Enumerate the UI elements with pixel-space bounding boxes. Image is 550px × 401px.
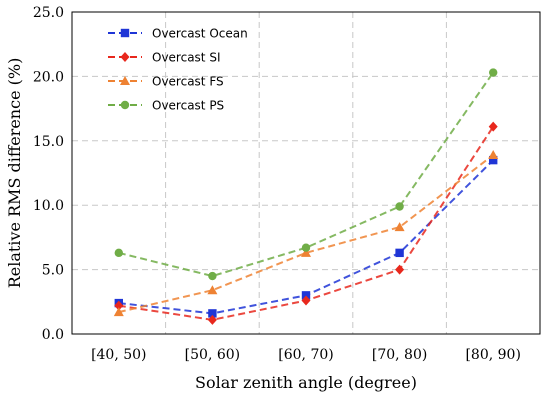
series-layer <box>113 68 499 325</box>
y-tick-label: 10.0 <box>33 198 64 214</box>
grid-lines <box>72 12 540 334</box>
legend-label: Overcast PS <box>152 99 224 113</box>
y-axis-tick-labels: 0.0 5.0 10.0 15.0 20.0 25.0 <box>33 5 64 343</box>
legend-marker <box>120 52 130 62</box>
data-point <box>394 222 405 232</box>
data-point <box>301 247 311 257</box>
legend-marker <box>120 100 130 110</box>
y-tick-label: 0.0 <box>42 327 64 343</box>
y-tick-label: 25.0 <box>33 5 64 21</box>
legend-label: Overcast SI <box>152 51 220 65</box>
data-point <box>207 314 217 325</box>
y-axis-title: Relative RMS difference (%) <box>5 58 24 289</box>
x-axis-tick-labels: [40, 50) [50, 60) [60, 70) [70, 80) [80, 90) <box>91 347 521 363</box>
data-point <box>114 300 124 311</box>
data-point <box>488 149 499 159</box>
x-tick-label: [60, 70) <box>278 347 333 363</box>
series-line <box>118 126 495 321</box>
y-tick-label: 15.0 <box>33 134 64 150</box>
data-point <box>395 264 405 275</box>
series-line <box>118 154 494 314</box>
data-point <box>489 155 498 165</box>
data-point <box>488 121 498 132</box>
legend-label: Overcast Ocean <box>152 27 248 41</box>
x-tick-label: [70, 80) <box>372 347 427 363</box>
x-tick-label: [80, 90) <box>465 347 520 363</box>
data-point <box>208 309 217 318</box>
x-tick-label: [40, 50) <box>91 347 146 363</box>
series-group <box>114 155 498 318</box>
series-line <box>118 159 494 315</box>
plot-area-frame <box>71 11 541 335</box>
x-axis-title: Solar zenith angle (degree) <box>195 373 417 392</box>
y-tick-label: 5.0 <box>42 263 64 279</box>
data-point <box>114 248 124 258</box>
x-tick-label: [50, 60) <box>185 347 240 363</box>
data-point <box>395 202 404 211</box>
data-point <box>207 285 218 295</box>
legend: Overcast Ocean Overcast SI Overcast FS Over… <box>108 27 248 113</box>
legend-marker <box>120 28 130 38</box>
series-group <box>114 121 498 325</box>
data-point <box>489 68 498 77</box>
legend-label: Overcast FS <box>152 75 224 89</box>
data-point <box>208 271 217 281</box>
data-point <box>301 295 311 306</box>
y-tick-label: 20.0 <box>33 69 64 85</box>
legend-marker <box>120 76 130 85</box>
data-point <box>301 291 311 300</box>
data-point <box>301 243 311 252</box>
data-point <box>395 248 404 258</box>
data-point <box>113 307 124 317</box>
series-group <box>113 149 499 317</box>
series-group <box>114 68 498 281</box>
